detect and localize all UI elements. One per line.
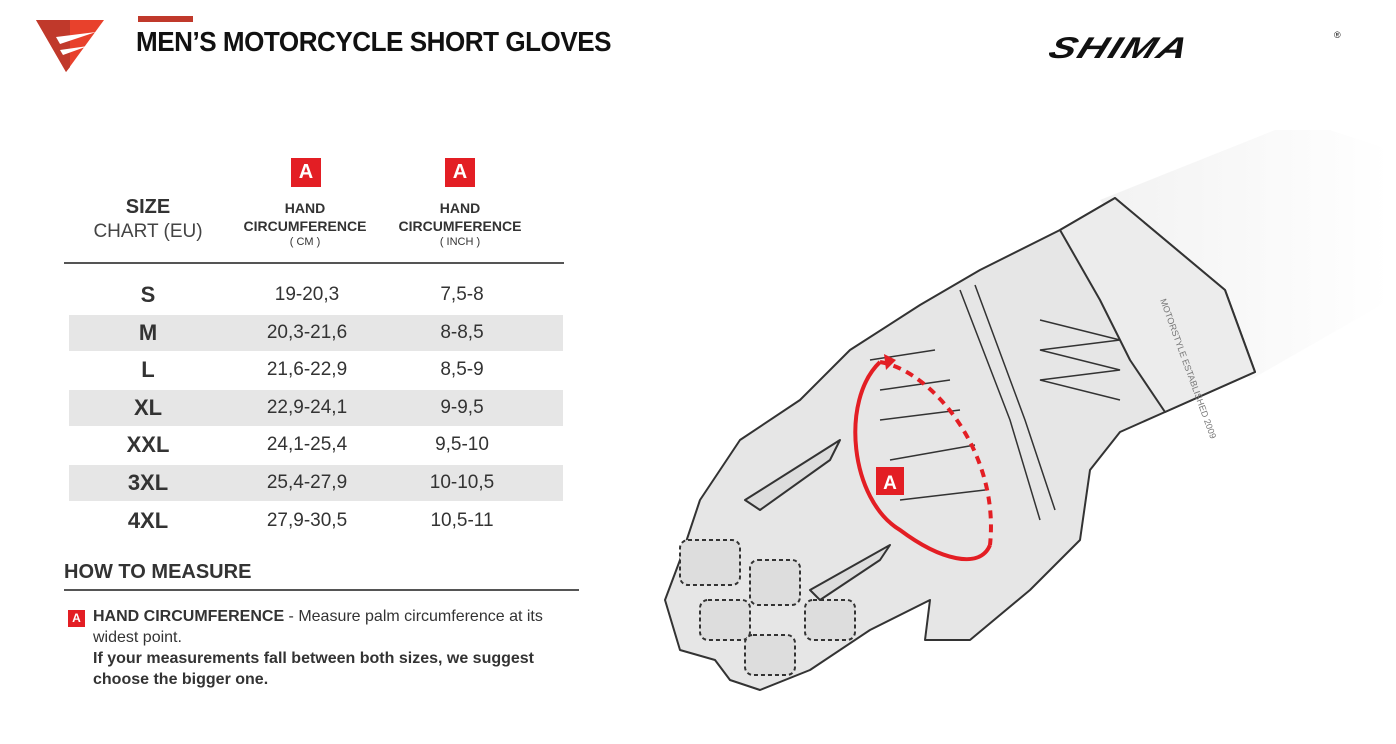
cm-cell: 25,4-27,9	[266, 472, 348, 493]
table-row: XXL 24,1-25,4 9,5-10	[69, 427, 563, 463]
inch-cell: 9-9,5	[440, 396, 484, 418]
cm-cell: 20,3-21,6	[266, 321, 348, 343]
badge-a-measure: A	[68, 610, 85, 627]
illustration-badge-a	[876, 467, 904, 495]
inch-cell: 8-8,5	[440, 321, 484, 343]
measure-instructions: HAND CIRCUMFERENCE - Measure palm circum…	[93, 606, 583, 690]
size-cell: M	[138, 319, 158, 345]
badge-a-cm: A	[291, 158, 321, 187]
size-cell: S	[140, 282, 156, 307]
column-header-cm: HAND CIRCUMFERENCE ( CM )	[228, 199, 382, 249]
header-label: CIRCUMFERENCE	[398, 218, 522, 234]
cm-cell: 22,9-24,1	[266, 396, 348, 418]
table-row: M 20,3-21,6 8-8,5	[69, 314, 563, 351]
inch-cell: 10-10,5	[429, 472, 495, 493]
inch-cell: 9,5-10	[435, 434, 489, 456]
inch-cell: 8,5-9	[440, 359, 484, 381]
brand-wordmark: SHIMA	[1044, 31, 1196, 65]
cm-cell: 27,9-30,5	[266, 509, 348, 531]
table-row: 4XL 27,9-30,5 10,5-11	[69, 503, 563, 539]
cm-cell: 19-20,3	[274, 284, 340, 305]
page-title: MEN’S MOTORCYCLE SHORT GLOVES	[136, 26, 612, 57]
title-accent-bar	[138, 16, 193, 22]
measure-advice: If your measurements fall between both s…	[93, 650, 535, 688]
badge-a-inch: A	[445, 158, 475, 187]
brand-logo-icon	[36, 20, 106, 77]
measure-description: - Measure palm circumference at its wide…	[93, 608, 543, 646]
measure-divider	[64, 589, 579, 591]
header-unit: ( INCH )	[439, 236, 481, 248]
glove-illustration: MOTORSTYLE ESTABLISHED 2009 A	[650, 120, 1390, 715]
size-cell: XXL	[126, 432, 170, 458]
size-cell: 4XL	[127, 507, 169, 533]
size-cell: XL	[133, 394, 163, 420]
how-to-measure-heading: HOW TO MEASURE	[64, 561, 252, 583]
header-label: HAND	[439, 200, 481, 216]
illustration-badge-label: A	[883, 473, 897, 494]
registered-mark: ®	[1334, 30, 1341, 40]
table-row: L 21,6-22,9 8,5-9	[69, 352, 563, 388]
size-cell: 3XL	[127, 470, 169, 495]
cm-cell: 24,1-25,4	[266, 434, 348, 456]
header-unit: ( CM )	[289, 236, 321, 248]
size-heading: SIZE	[125, 196, 171, 218]
table-divider	[64, 262, 564, 264]
size-cell: L	[141, 357, 155, 383]
table-row: XL 22,9-24,1 9-9,5	[69, 389, 563, 426]
column-header-inch: HAND CIRCUMFERENCE ( INCH )	[383, 199, 537, 249]
cm-cell: 21,6-22,9	[266, 359, 348, 381]
inch-cell: 7,5-8	[440, 284, 484, 305]
table-row: S 19-20,3 7,5-8	[69, 277, 563, 313]
size-chart-heading: SIZE CHART (EU)	[64, 196, 232, 243]
size-subheading: CHART (EU)	[93, 221, 203, 242]
measure-term: HAND CIRCUMFERENCE	[93, 608, 285, 625]
header-label: HAND	[284, 200, 326, 216]
header-label: CIRCUMFERENCE	[243, 218, 367, 234]
inch-cell: 10,5-11	[430, 509, 494, 531]
table-row: 3XL 25,4-27,9 10-10,5	[69, 465, 563, 501]
